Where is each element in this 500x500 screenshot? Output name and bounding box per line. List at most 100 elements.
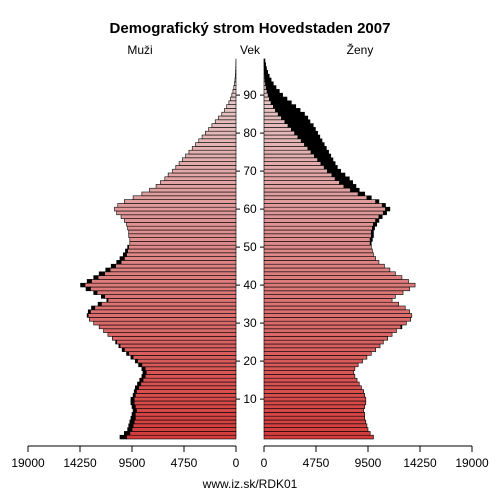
age-tick-label: 20 (243, 354, 257, 368)
male-bar (115, 263, 237, 269)
female-bar (263, 203, 383, 208)
male-bar (133, 396, 237, 402)
male-bar (133, 400, 237, 406)
female-bar (263, 244, 372, 250)
female-bar (263, 168, 328, 174)
female-bar (263, 199, 376, 204)
female-bar (263, 237, 371, 242)
male-bar (234, 77, 237, 83)
female-excess-bar (264, 70, 269, 75)
female-bar (263, 355, 368, 360)
female-bar (263, 301, 399, 307)
male-bar (128, 351, 237, 356)
male-bar (111, 336, 237, 341)
male-bar (133, 419, 237, 425)
female-excess-bar (264, 73, 270, 79)
female-excess-bar (273, 104, 297, 109)
female-bar (263, 191, 359, 197)
male-excess-bar (128, 423, 134, 428)
male-bar (101, 301, 237, 307)
female-excess-bar (267, 92, 283, 98)
female-bar (263, 381, 360, 387)
age-tick-label: 70 (243, 164, 257, 178)
male-bar (137, 358, 237, 364)
female-bars (263, 58, 416, 440)
female-bar (263, 298, 393, 303)
female-bar (263, 328, 397, 333)
female-excess-bar (370, 229, 374, 235)
male-excess-bar (134, 385, 139, 390)
female-excess-bar (277, 111, 305, 117)
female-bar (263, 423, 368, 428)
female-bar (263, 275, 403, 280)
female-bar (263, 157, 318, 162)
female-bar (263, 427, 369, 432)
female-bar (263, 172, 333, 178)
female-bar (263, 187, 351, 193)
female-bar (263, 339, 384, 345)
left-x-tick-label: 0 (233, 456, 240, 470)
female-excess-bar (323, 165, 338, 170)
female-excess-bar (263, 58, 266, 64)
male-excess-bar (130, 355, 134, 360)
male-excess-bar (121, 347, 125, 352)
female-bar (263, 400, 367, 406)
male-bar (91, 279, 237, 284)
female-bar (263, 313, 413, 318)
male-bar (230, 96, 237, 102)
male-bar (134, 404, 237, 409)
female-bar (263, 431, 371, 436)
female-bar (263, 176, 336, 181)
male-excess-bar (105, 267, 111, 273)
female-bar (263, 233, 372, 238)
male-excess-bar (122, 252, 127, 257)
female-excess-bar (300, 138, 323, 143)
female-excess-bar (331, 172, 346, 178)
female-bar (263, 370, 355, 375)
female-bar (263, 396, 367, 402)
male-bar (141, 362, 237, 368)
male-bar (119, 343, 237, 349)
male-excess-bar (134, 358, 138, 364)
female-bar (263, 271, 396, 276)
female-excess-bar (373, 222, 378, 227)
female-excess-bar (378, 214, 383, 219)
female-excess-bar (265, 81, 274, 86)
male-bar (228, 100, 237, 105)
right-x-tick-label: 4750 (303, 456, 330, 470)
male-bar (235, 73, 237, 79)
male-bar (167, 172, 237, 178)
female-bar (263, 415, 366, 421)
female-excess-bar (264, 77, 272, 83)
female-excess-bar (369, 241, 372, 246)
female-excess-bar (263, 62, 266, 67)
male-bar (214, 119, 237, 124)
female-excess-bar (310, 149, 329, 155)
male-bar (185, 153, 237, 159)
male-bar (221, 111, 237, 117)
male-excess-bar (80, 282, 86, 288)
female-bar (263, 256, 376, 261)
female-bar (263, 336, 389, 341)
male-excess-bar (86, 313, 89, 318)
male-bar (226, 104, 237, 109)
male-bar (98, 324, 237, 330)
female-bar (263, 149, 312, 155)
female-bar (263, 153, 315, 159)
male-excess-bar (118, 343, 121, 349)
male-bar (141, 191, 237, 197)
right-x-tick-label: 19000 (455, 456, 489, 470)
female-bar (263, 214, 380, 219)
female-excess-bar (339, 180, 353, 185)
female-bar (263, 404, 366, 409)
female-excess-bar (307, 146, 327, 151)
female-bar (263, 332, 393, 337)
female-excess-bar (263, 66, 267, 71)
female-bar (263, 92, 269, 98)
age-tick-label: 30 (243, 316, 257, 330)
female-bar (263, 218, 376, 223)
male-bar (178, 161, 237, 166)
male-bar (107, 298, 237, 303)
male-bar (155, 184, 237, 189)
